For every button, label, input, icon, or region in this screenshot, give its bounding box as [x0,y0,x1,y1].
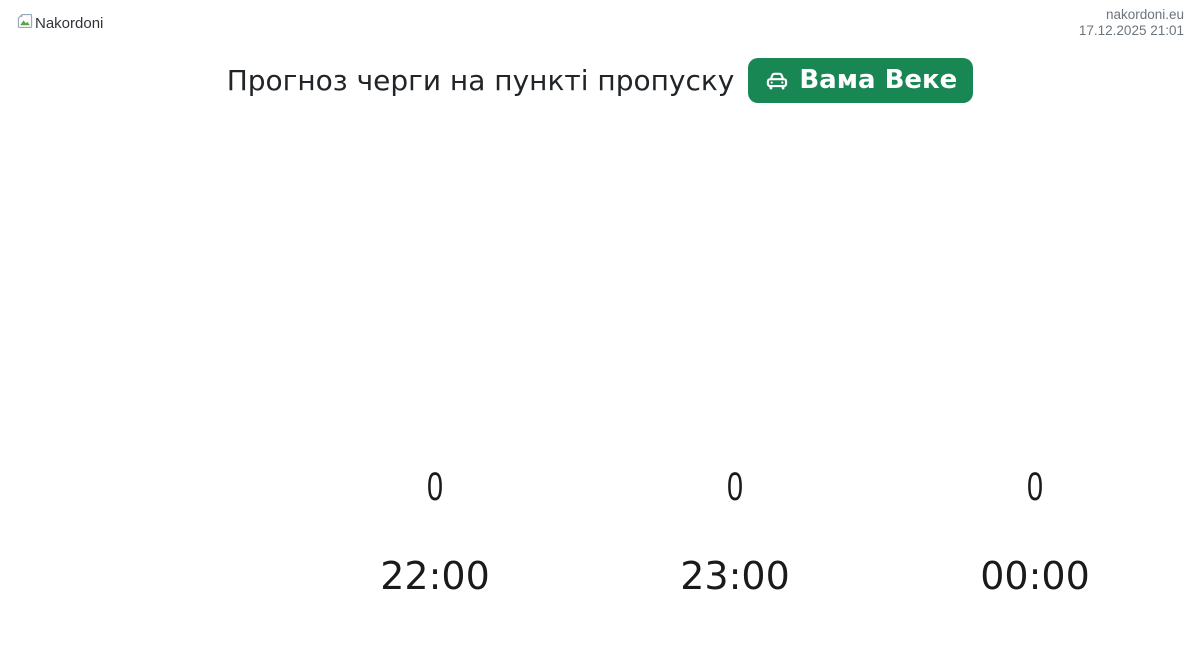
site-domain: nakordoni.eu [1105,7,1184,22]
car-front-icon [767,72,788,89]
page-title: Прогноз черги на пункті пропуску [226,64,735,97]
chart-column: 0 00:00 [885,465,1185,598]
logo-alt-text: Nakordoni [35,15,104,32]
checkpoint-badge[interactable]: Вама Веке [748,58,974,103]
chart-column: 0 22:00 [285,465,585,598]
chart-columns: 0 22:00 0 23:00 0 00:00 [285,465,1185,598]
value-label: 0 [426,465,444,509]
chart-column: 0 23:00 [585,465,885,598]
hour-label: 00:00 [980,554,1090,598]
hour-label: 22:00 [380,554,490,598]
broken-image-icon [16,12,34,35]
value-label: 0 [1026,465,1044,509]
hour-label: 23:00 [680,554,790,598]
header-meta: nakordoni.eu 17.12.2025 21:01 [1079,7,1184,39]
value-label: 0 [726,465,744,509]
site-logo[interactable]: Nakordoni [16,12,103,35]
page-title-row: Прогноз черги на пункті пропуску Вама Ве… [0,56,1200,105]
timestamp: 17.12.2025 21:01 [1078,23,1184,38]
checkpoint-badge-label: Вама Веке [799,65,958,95]
